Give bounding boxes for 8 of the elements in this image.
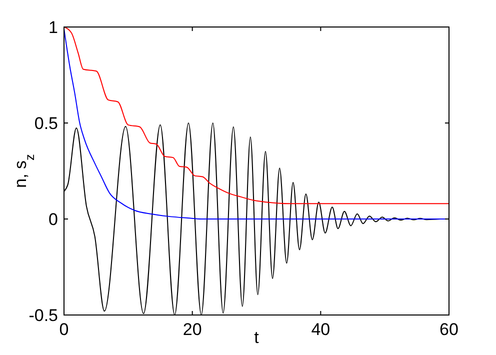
x-axis-title: t	[254, 328, 260, 347]
y-tick-label: 0	[48, 210, 58, 229]
y-tick-label: 1	[48, 18, 58, 37]
x-tick-label: 40	[311, 320, 330, 339]
x-tick-label: 60	[440, 320, 458, 339]
x-tick-label: 20	[182, 320, 202, 339]
y-tick-label: 0.5	[34, 114, 58, 133]
y-tick-label: -0.5	[28, 306, 58, 325]
